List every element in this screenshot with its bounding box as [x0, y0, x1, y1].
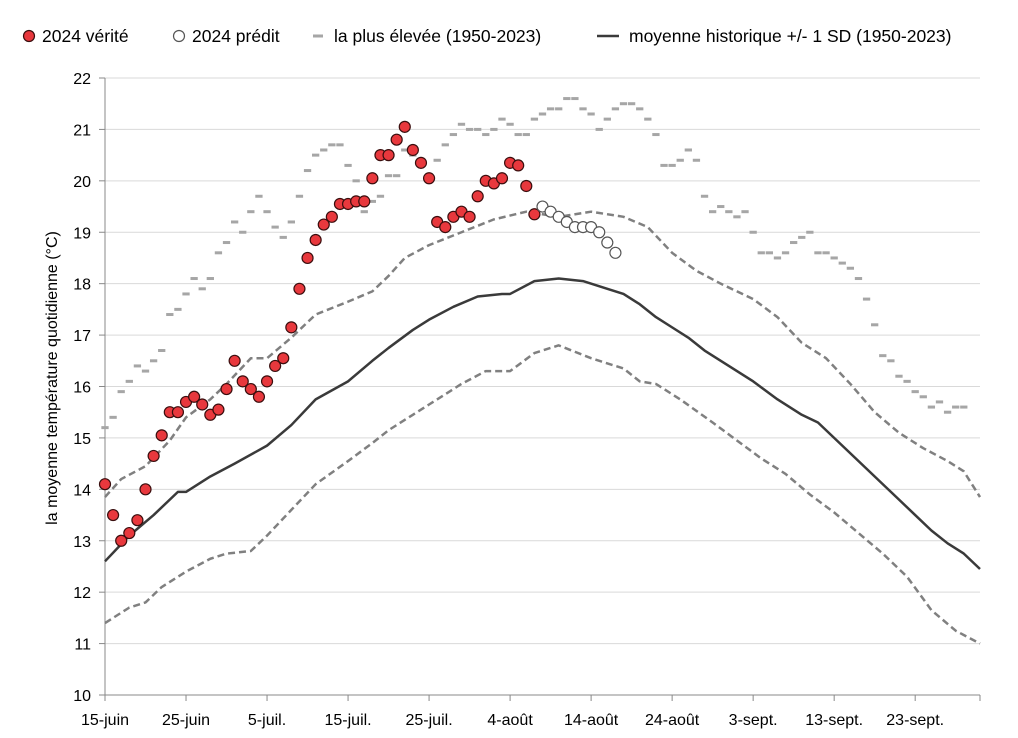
truth-point: [123, 526, 136, 540]
y-tick-label: 19: [73, 225, 91, 242]
truth-point: [147, 449, 160, 463]
y-tick-label: 21: [73, 122, 91, 139]
plot-area: [98, 97, 982, 645]
truth-point: [439, 221, 452, 234]
truth-point: [390, 133, 403, 146]
y-tick-label: 15: [73, 431, 91, 448]
legend-item-truth: 2024 vérité: [22, 26, 129, 46]
x-tick-label: 23-sept.: [886, 712, 944, 729]
x-tick-label: 14-août: [564, 712, 619, 729]
legend-item-pred: 2024 prédit: [172, 26, 280, 46]
truth-point: [422, 172, 436, 185]
truth-point: [171, 406, 185, 419]
x-tick-label: 25-juil.: [406, 712, 453, 729]
grid: [105, 77, 980, 645]
y-tick-label: 13: [73, 534, 91, 551]
predicted-point: [601, 236, 614, 249]
truth-point: [252, 390, 266, 403]
truth-point: [236, 375, 249, 388]
truth-point: [495, 172, 509, 185]
y-tick-label: 20: [73, 174, 91, 191]
y-tick-label: 17: [73, 328, 91, 345]
legend-label: 2024 vérité: [42, 26, 129, 46]
truth-point: [325, 210, 338, 223]
x-tick-label: 4-août: [487, 712, 533, 729]
truth-point: [269, 359, 282, 373]
y-tick-label: 12: [73, 585, 91, 602]
truth-point: [212, 403, 225, 416]
truth-point: [260, 375, 274, 388]
x-tick-label: 3-sept.: [729, 712, 778, 729]
truth-point: [131, 514, 144, 527]
truth-point: [139, 483, 152, 496]
legend-label: moyenne historique +/- 1 SD (1950-2023): [629, 26, 951, 46]
x-tick-label: 15-juin: [81, 712, 129, 729]
legend-item-mean: moyenne historique +/- 1 SD (1950-2023): [597, 26, 951, 46]
truth-point: [196, 398, 209, 411]
truth-point: [398, 120, 411, 133]
truth-point: [155, 429, 168, 442]
truth-point: [244, 382, 257, 396]
truth-point: [228, 354, 241, 367]
truth-point: [520, 179, 533, 193]
x-tick-label: 13-sept.: [805, 712, 863, 729]
axes: 10 11 12 13 14 15 16 17 18 19 20 21 22 15-juin 25-juin…: [73, 71, 981, 729]
legend-label: 2024 prédit: [192, 26, 280, 46]
x-tick-label: 5-juil.: [248, 712, 286, 729]
truth-point: [115, 534, 128, 547]
y-axis-title: la moyenne température quotidienne (°C): [44, 231, 61, 525]
series-line-upper-sd: [104, 210, 982, 498]
y-tick-label: 18: [73, 277, 91, 294]
legend-marker-truth: [22, 29, 36, 43]
truth-point: [358, 195, 371, 208]
truth-point: [406, 143, 419, 157]
legend-item-max: la plus élevée (1950-2023): [313, 26, 541, 46]
truth-point: [528, 208, 541, 221]
truth-point: [382, 149, 395, 162]
legend-label: la plus élevée (1950-2023): [334, 26, 541, 46]
truth-point: [188, 390, 201, 403]
truth-point: [366, 172, 379, 185]
x-tick-label: 24-août: [645, 712, 700, 729]
truth-point: [98, 478, 112, 491]
truth-point: [220, 382, 233, 396]
y-tick-label: 10: [73, 688, 91, 705]
predicted-point: [593, 226, 606, 239]
legend: 2024 vérité 2024 prédit la plus élevée (19…: [22, 26, 951, 46]
truth-point: [309, 233, 322, 247]
legend-marker-pred: [172, 29, 186, 43]
truth-point: [471, 190, 484, 203]
truth-point: [277, 352, 290, 365]
y-tick-label: 14: [73, 482, 91, 499]
truth-point: [463, 210, 476, 223]
truth-point: [107, 508, 120, 522]
y-tick-label: 16: [73, 380, 91, 397]
truth-point: [317, 218, 330, 231]
x-tick-label: 25-juin: [162, 712, 210, 729]
y-tick-label: 11: [74, 637, 91, 654]
truth-point: [512, 159, 525, 172]
truth-point: [293, 282, 306, 295]
truth-point: [285, 321, 298, 334]
y-tick-label: 22: [73, 71, 91, 88]
truth-point: [301, 251, 314, 265]
x-tick-label: 15-juil.: [324, 712, 371, 729]
series-line-mean: [104, 277, 981, 570]
predicted-point: [609, 246, 622, 259]
series-line-lower-sd: [104, 344, 981, 645]
truth-point: [414, 156, 428, 169]
